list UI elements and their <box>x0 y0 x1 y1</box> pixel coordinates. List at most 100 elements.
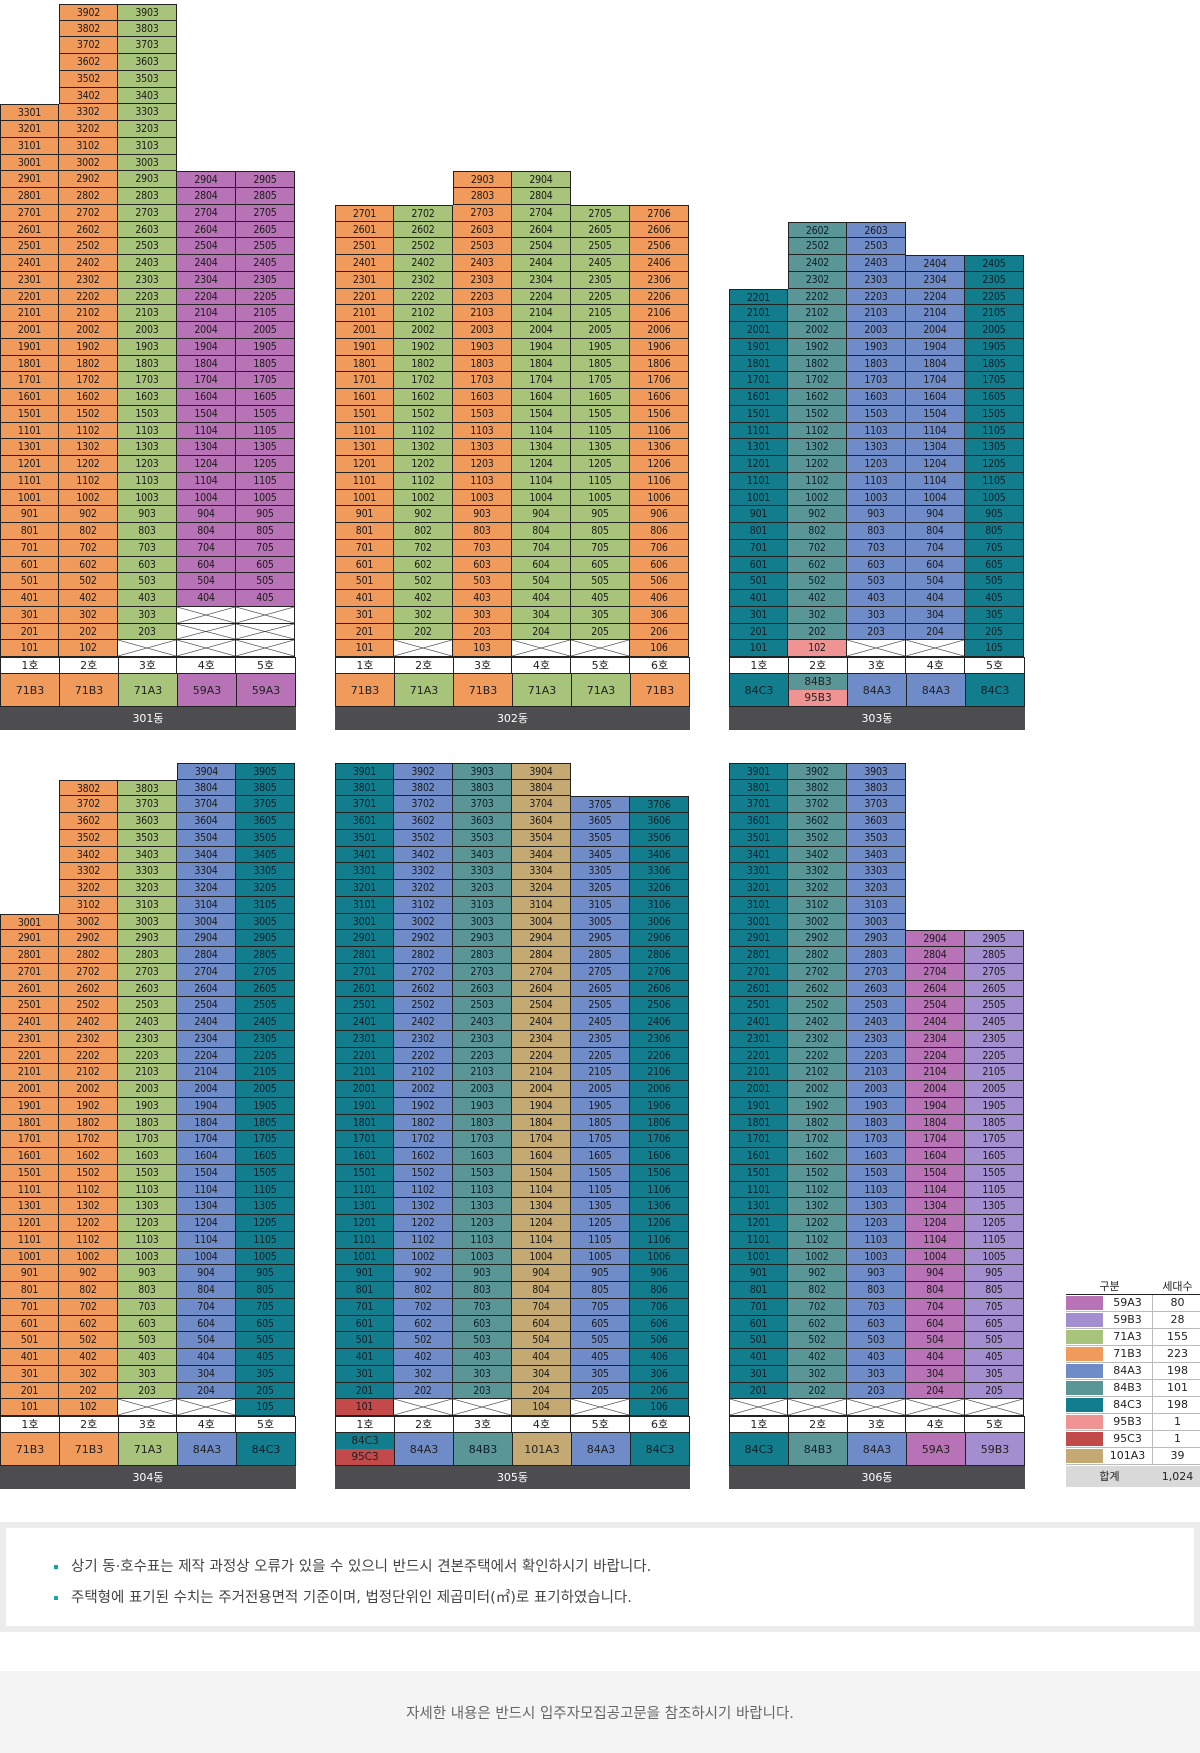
unit-cell: 2803 <box>453 188 512 205</box>
unit-cell: 1904 <box>512 338 571 356</box>
unit-cell: 1904 <box>177 1097 236 1115</box>
unit-cell: 705 <box>571 539 630 557</box>
unit-cell: 1905 <box>236 338 295 356</box>
unit-cell: 3603 <box>453 813 512 830</box>
unit-cell: 1902 <box>394 1097 453 1115</box>
unit-cell: 1704 <box>512 372 571 389</box>
unit-cell: 2203 <box>847 288 906 306</box>
unit-type-cell: 71A3 <box>572 674 631 707</box>
unit-cell: 2303 <box>118 271 177 289</box>
unit-cell: 1003 <box>453 489 512 507</box>
unit-type-cell: 84A3 <box>907 674 966 707</box>
unit-cell: 3202 <box>59 121 118 138</box>
line-header-cell: 2호 <box>395 1417 454 1432</box>
unit-cell: 501 <box>729 573 788 590</box>
unit-cell: 2906 <box>630 930 689 947</box>
unit-cell: 1104 <box>906 1231 965 1249</box>
unit-type-cell: 101A3 <box>513 1433 572 1466</box>
unit-cell: 2705 <box>236 204 295 222</box>
unit-cell: 1102 <box>59 1181 118 1199</box>
unit-cell: 602 <box>394 556 453 574</box>
unit-cell: 2504 <box>512 997 571 1014</box>
unit-cell: 202 <box>788 623 847 641</box>
unit-cell: 2502 <box>788 238 847 255</box>
unit-cell: 3305 <box>236 863 295 880</box>
unit-cell: 1303 <box>118 1198 177 1215</box>
unit-cell: 3704 <box>512 796 571 813</box>
unit-cell: 1703 <box>847 1131 906 1148</box>
unit-cell: 3302 <box>788 863 847 880</box>
unit-cell: 2205 <box>965 1047 1024 1065</box>
unit-cell: 603 <box>453 556 512 574</box>
unit-cell: 2205 <box>571 1047 630 1065</box>
unit-cell: 2003 <box>847 322 906 339</box>
unit-cell: 3401 <box>729 846 788 864</box>
unit-cell: 905 <box>965 1265 1024 1282</box>
unit-cell: 2105 <box>236 1064 295 1081</box>
unit-cell: 1005 <box>965 489 1024 507</box>
unit-cell: 2404 <box>906 1014 965 1031</box>
unit-cell: 1103 <box>847 1181 906 1199</box>
unavailable-unit-cell <box>906 1399 965 1416</box>
unit-cell: 2602 <box>394 221 453 239</box>
unit-cell: 3303 <box>847 863 906 880</box>
unit-cell: 1601 <box>335 389 394 406</box>
unit-cell: 3303 <box>118 863 177 880</box>
unit-cell: 1202 <box>59 456 118 473</box>
unit-cell: 3402 <box>394 846 453 864</box>
line-header-cell: 4호 <box>906 1417 966 1432</box>
unit-cell: 2104 <box>177 1064 236 1081</box>
unit-cell: 903 <box>847 506 906 523</box>
line-header-cell: 3호 <box>454 1417 513 1432</box>
unit-cell: 2601 <box>729 980 788 998</box>
unit-cell: 1104 <box>177 422 236 440</box>
unit-cell: 3204 <box>177 880 236 897</box>
unit-cell: 503 <box>847 1332 906 1349</box>
unit-cell: 2903 <box>118 930 177 947</box>
unit-cell: 2405 <box>236 1014 295 1031</box>
unit-cell: 102 <box>59 1399 118 1416</box>
unit-cell: 1204 <box>906 456 965 473</box>
unit-cell: 601 <box>0 1315 59 1333</box>
unit-cell: 3006 <box>630 913 689 931</box>
unit-cell: 2304 <box>906 1030 965 1048</box>
unit-cell: 2305 <box>236 271 295 289</box>
unit-cell: 301 <box>729 606 788 624</box>
unit-cell: 502 <box>788 573 847 590</box>
unavailable-unit-cell <box>571 640 630 657</box>
unit-cell: 1003 <box>453 1248 512 1266</box>
unit-cell: 2003 <box>847 1081 906 1098</box>
unit-cell: 1201 <box>0 456 59 473</box>
unit-cell: 1605 <box>571 389 630 406</box>
unit-cell: 403 <box>453 590 512 607</box>
unit-cell: 1604 <box>906 1148 965 1165</box>
unit-cell: 605 <box>965 1315 1024 1333</box>
unit-cell: 2805 <box>236 947 295 964</box>
unit-cell: 1101 <box>335 1181 394 1199</box>
unit-cell: 1104 <box>512 1181 571 1199</box>
unit-cell: 1204 <box>512 456 571 473</box>
unit-cell: 1201 <box>0 1215 59 1232</box>
unit-cell: 1202 <box>788 1215 847 1232</box>
unit-type-cell: 84A3 <box>572 1433 631 1466</box>
unit-cell: 504 <box>906 573 965 590</box>
unit-cell: 2901 <box>335 930 394 947</box>
unit-type-cell: 71A3 <box>119 674 178 707</box>
unit-cell: 2001 <box>729 1081 788 1098</box>
unit-cell: 3505 <box>571 829 630 847</box>
unit-cell: 2604 <box>512 221 571 239</box>
unit-cell: 1501 <box>729 405 788 423</box>
unit-cell: 904 <box>512 506 571 523</box>
unit-cell: 2902 <box>788 930 847 947</box>
unit-cell: 1302 <box>394 439 453 456</box>
unit-cell: 202 <box>394 623 453 641</box>
unit-cell: 3606 <box>630 813 689 830</box>
unit-cell: 401 <box>0 1349 59 1366</box>
unit-cell: 2905 <box>571 930 630 947</box>
unit-cell: 2101 <box>335 1064 394 1081</box>
line-header-row: 1호 2호 3호 4호 5호 <box>0 1416 296 1433</box>
unit-cell: 2002 <box>59 1081 118 1098</box>
unit-cell: 2702 <box>788 963 847 981</box>
unit-cell: 2106 <box>630 1064 689 1081</box>
unit-cell: 505 <box>236 1332 295 1349</box>
